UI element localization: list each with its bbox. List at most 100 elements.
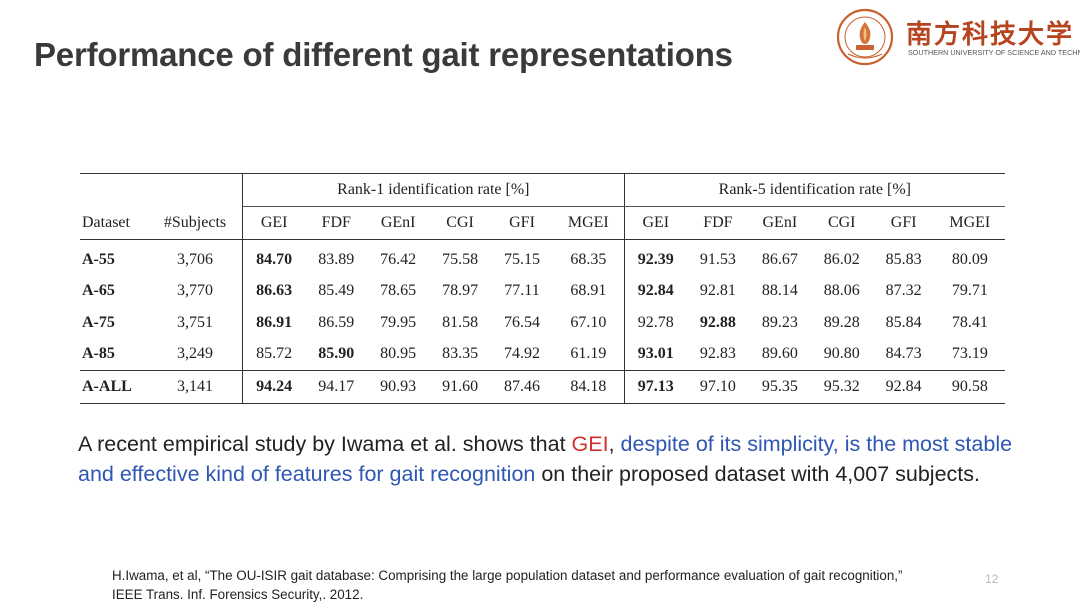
dataset-cell: A-55 <box>82 250 115 268</box>
paragraph-text: , <box>608 432 621 456</box>
table-row: A-85 3,249 85.72 85.90 80.95 83.35 74.92 61.19 9… <box>80 338 1005 371</box>
university-name-chinese: 南方科技大学 <box>906 20 1075 50</box>
rate-cell: 92.84 <box>872 370 935 404</box>
column-header: FDF <box>305 206 368 240</box>
rate-cell: 90.93 <box>367 370 430 404</box>
rate-cell: 83.35 <box>442 345 479 363</box>
reference-line: IEEE Trans. Inf. Forensics Security,. 20… <box>112 587 364 602</box>
rate-cell: 68.91 <box>570 282 607 300</box>
rate-cell: 85.84 <box>885 313 922 331</box>
paragraph-text: A recent empirical study by Iwama et al.… <box>78 432 572 456</box>
rate-cell: 92.39 <box>623 239 687 276</box>
rate-cell: 85.72 <box>242 338 306 371</box>
paragraph-text: on their proposed dataset with 4,007 sub… <box>535 462 980 486</box>
rate-cell: 80.09 <box>951 250 988 268</box>
results-table: Rank-1 identification rate [%] Rank-5 id… <box>80 173 1005 404</box>
rate-cell: 78.41 <box>951 313 988 331</box>
rate-cell: 76.54 <box>504 313 540 331</box>
rate-cell: 97.13 <box>623 370 687 404</box>
rate-cell: 85.49 <box>318 282 355 300</box>
rate-cell: 86.02 <box>823 250 860 268</box>
table-row: A-ALL 3,141 94.24 94.17 90.93 91.60 87.46 84.18… <box>80 370 1005 404</box>
rank1-group-header: Rank-1 identification rate [%] <box>242 173 625 207</box>
university-logo: 南方科技大学 SOUTHERN UNIVERSITY OF SCIENCE AN… <box>836 8 1080 66</box>
column-header: GEnI <box>748 206 811 240</box>
rate-cell: 68.35 <box>570 250 607 268</box>
rate-cell: 93.01 <box>623 338 687 371</box>
rate-cell: 85.90 <box>318 345 355 363</box>
rate-cell: 90.80 <box>823 345 860 363</box>
reference-line: H.Iwama, et al, “The OU-ISIR gait databa… <box>112 568 903 583</box>
rate-cell: 80.95 <box>380 345 417 363</box>
table-row: A-65 3,770 86.63 85.49 78.65 78.97 77.11 68.91 9… <box>80 275 1005 307</box>
rate-cell: 92.84 <box>623 275 687 307</box>
rate-cell: 92.83 <box>699 345 736 363</box>
rate-cell: 87.46 <box>491 370 553 404</box>
rate-cell: 85.83 <box>885 250 922 268</box>
column-header: FDF <box>686 206 749 240</box>
column-header: GFI <box>872 206 935 240</box>
dataset-cell: A-75 <box>82 313 115 331</box>
table-corner <box>80 173 243 207</box>
reference-citation: H.Iwama, et al, “The OU-ISIR gait databa… <box>112 566 1042 604</box>
subjects-cell: 3,751 <box>177 313 213 331</box>
rate-cell: 78.97 <box>442 282 479 300</box>
rate-cell: 87.32 <box>885 282 922 300</box>
rate-cell: 83.89 <box>318 250 355 268</box>
column-header: MGEI <box>934 206 1005 240</box>
column-header: GFI <box>491 206 553 240</box>
rate-cell: 67.10 <box>570 313 607 331</box>
rate-cell: 94.24 <box>242 370 306 404</box>
column-header: Dataset <box>80 206 148 240</box>
rate-cell: 86.63 <box>242 275 306 307</box>
column-header: GEnI <box>367 206 430 240</box>
rate-cell: 86.59 <box>318 313 355 331</box>
rate-cell: 75.58 <box>442 250 479 268</box>
dataset-cell: A-ALL <box>80 370 148 404</box>
summary-paragraph: A recent empirical study by Iwama et al.… <box>78 429 1018 489</box>
rate-cell: 89.23 <box>761 313 798 331</box>
column-header: GEI <box>242 206 306 240</box>
rate-cell: 88.14 <box>761 282 798 300</box>
paragraph-highlight-claim: despite of its simplicity, is the most s… <box>78 432 1013 486</box>
rate-cell: 74.92 <box>504 345 540 363</box>
rate-cell: 91.60 <box>429 370 492 404</box>
rate-cell: 92.78 <box>623 307 687 339</box>
table-body: A-55 3,706 84.70 83.89 76.42 75.58 75.15 68.35 9… <box>80 239 1005 404</box>
subjects-cell: 3,141 <box>148 370 243 404</box>
paragraph-highlight-gei: GEI <box>571 432 609 456</box>
rate-cell: 92.81 <box>699 282 736 300</box>
rate-cell: 92.88 <box>699 313 736 331</box>
rate-cell: 89.28 <box>823 313 860 331</box>
rate-cell: 84.73 <box>885 345 922 363</box>
table-row: A-55 3,706 84.70 83.89 76.42 75.58 75.15 68.35 9… <box>80 239 1005 276</box>
rate-cell: 79.71 <box>951 282 988 300</box>
rate-cell: 75.15 <box>504 250 540 268</box>
rank5-group-header: Rank-5 identification rate [%] <box>623 173 1005 207</box>
university-name-english: SOUTHERN UNIVERSITY OF SCIENCE AND TECHN… <box>908 48 1080 57</box>
rate-cell: 79.95 <box>380 313 417 331</box>
rate-cell: 61.19 <box>570 345 607 363</box>
column-header: CGI <box>810 206 873 240</box>
column-header: GEI <box>623 206 687 240</box>
university-seal-icon <box>836 8 894 66</box>
dataset-cell: A-85 <box>82 345 115 363</box>
rate-cell: 95.35 <box>748 370 811 404</box>
rate-cell: 90.58 <box>934 370 1005 404</box>
subjects-cell: 3,770 <box>177 282 213 300</box>
table-row: A-75 3,751 86.91 86.59 79.95 81.58 76.54 67.10 9… <box>80 307 1005 339</box>
rate-cell: 88.06 <box>823 282 860 300</box>
rate-cell: 73.19 <box>951 345 988 363</box>
rate-cell: 91.53 <box>699 250 736 268</box>
rate-cell: 77.11 <box>504 282 540 300</box>
subjects-cell: 3,706 <box>177 250 213 268</box>
rate-cell: 97.10 <box>686 370 749 404</box>
rate-cell: 78.65 <box>380 282 417 300</box>
page-number: 12 <box>985 572 999 586</box>
column-header: #Subjects <box>148 206 243 240</box>
subjects-cell: 3,249 <box>177 345 213 363</box>
column-header: MGEI <box>552 206 625 240</box>
dataset-cell: A-65 <box>82 282 115 300</box>
rate-cell: 95.32 <box>810 370 873 404</box>
